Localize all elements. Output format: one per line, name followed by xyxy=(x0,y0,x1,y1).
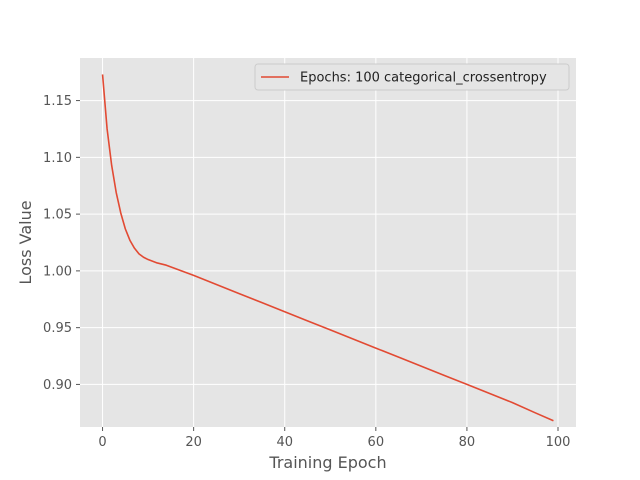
x-tick-label: 80 xyxy=(459,435,476,450)
y-tick-label: 1.15 xyxy=(43,94,72,109)
x-tick-label: 100 xyxy=(546,435,571,450)
y-tick-label: 1.05 xyxy=(43,208,72,223)
grid-lines xyxy=(80,58,576,427)
y-tick-label: 1.00 xyxy=(43,264,72,279)
y-tick-label: 0.90 xyxy=(43,378,72,393)
x-axis-label: Training Epoch xyxy=(268,453,386,472)
y-tick-label: 1.10 xyxy=(43,151,72,166)
y-axis-label: Loss Value xyxy=(16,200,35,284)
x-tick-label: 0 xyxy=(98,435,106,450)
legend-box xyxy=(254,63,570,91)
series-line xyxy=(101,74,554,422)
y-tick-label: 0.95 xyxy=(43,321,72,336)
axis-ticks: 0 20 40 60 80 100 0.90 0.95 1.00 1.05 1.10 1.15 xyxy=(43,94,570,450)
legend-entry: Epochs: 100 categorical_crossentropy xyxy=(300,71,547,86)
series-lines xyxy=(101,74,554,422)
x-tick-label: 20 xyxy=(185,435,202,450)
x-tick-label: 40 xyxy=(276,435,293,450)
plot-area xyxy=(80,58,576,427)
x-tick-label: 60 xyxy=(368,435,385,450)
legend: Epochs: 100 categorical_crossentropy xyxy=(254,63,570,91)
